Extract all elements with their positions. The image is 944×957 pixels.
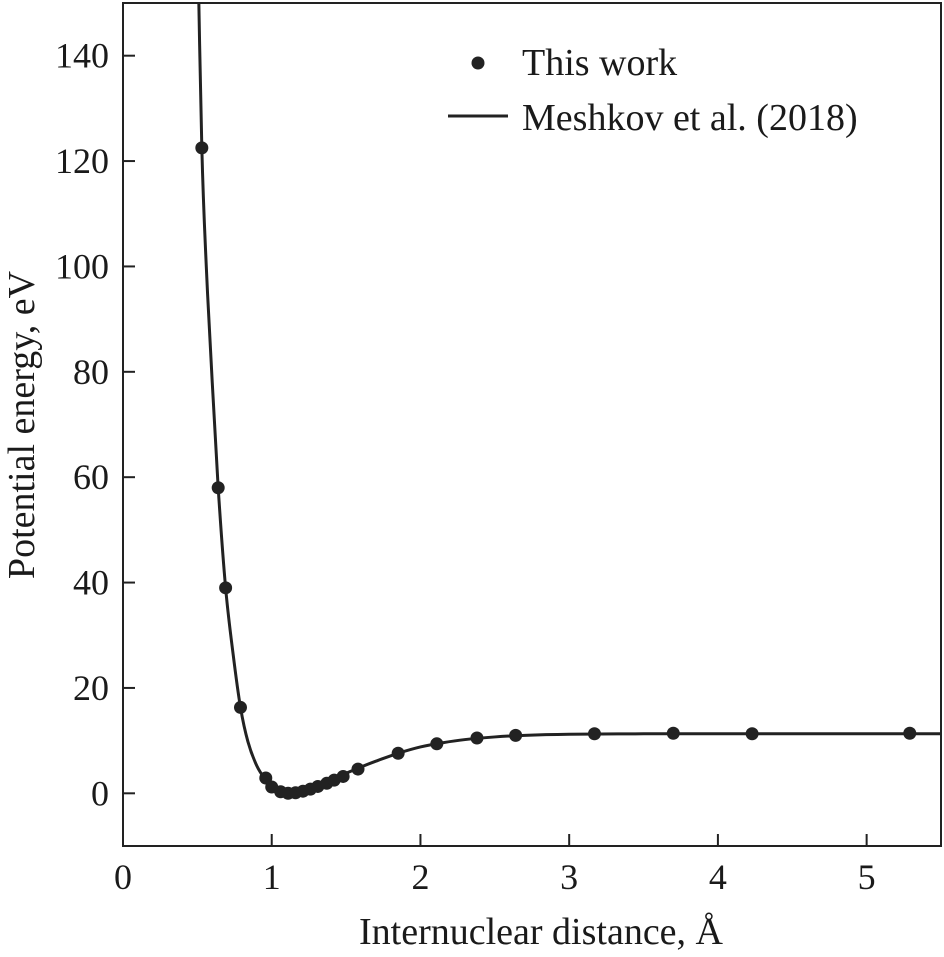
y-tick-label-100: 100 — [55, 246, 109, 286]
data-point-this-work-17 — [430, 737, 444, 751]
y-axis-ticks: 0 20 40 60 80 100 120 140 — [55, 36, 135, 813]
y-tick-label-40: 40 — [73, 563, 109, 603]
plot-area — [122, 2, 942, 847]
data-point-this-work-0 — [195, 141, 209, 155]
data-point-this-work-20 — [587, 727, 601, 741]
legend-marker-this-work — [471, 56, 485, 70]
plot-frame — [122, 2, 942, 847]
x-tick-label-5: 5 — [858, 857, 876, 897]
x-axis-title: Internuclear distance, Å — [359, 911, 724, 953]
x-axis-ticks: 0 1 2 3 4 5 — [114, 834, 876, 897]
legend-label-this-work: This work — [522, 42, 677, 84]
data-point-this-work-21 — [666, 726, 680, 740]
x-tick-label-4: 4 — [709, 857, 727, 897]
data-point-this-work-15 — [351, 762, 365, 776]
data-point-this-work-16 — [391, 746, 405, 760]
y-tick-label-80: 80 — [73, 352, 109, 392]
y-axis-title: Potential energy, eV — [1, 270, 43, 579]
x-tick-label-3: 3 — [560, 857, 578, 897]
data-point-this-work-2 — [219, 581, 233, 595]
x-tick-label-0: 0 — [114, 857, 132, 897]
data-point-this-work-14 — [336, 769, 350, 783]
x-tick-label-2: 2 — [411, 857, 429, 897]
y-tick-label-20: 20 — [73, 668, 109, 708]
x-tick-label-1: 1 — [263, 857, 281, 897]
legend: This work Meshkov et al. (2018) — [448, 42, 858, 139]
data-point-this-work-19 — [509, 728, 523, 742]
data-point-this-work-22 — [745, 727, 759, 741]
series-marker-layer — [195, 141, 917, 800]
legend-label-meshkov: Meshkov et al. (2018) — [522, 97, 858, 139]
y-tick-label-0: 0 — [91, 773, 109, 813]
data-point-this-work-18 — [470, 731, 484, 745]
y-tick-label-140: 140 — [55, 36, 109, 76]
y-tick-label-60: 60 — [73, 457, 109, 497]
data-point-this-work-1 — [211, 481, 225, 495]
data-point-this-work-23 — [903, 726, 917, 740]
data-point-this-work-3 — [233, 700, 247, 714]
y-tick-label-120: 120 — [55, 141, 109, 181]
